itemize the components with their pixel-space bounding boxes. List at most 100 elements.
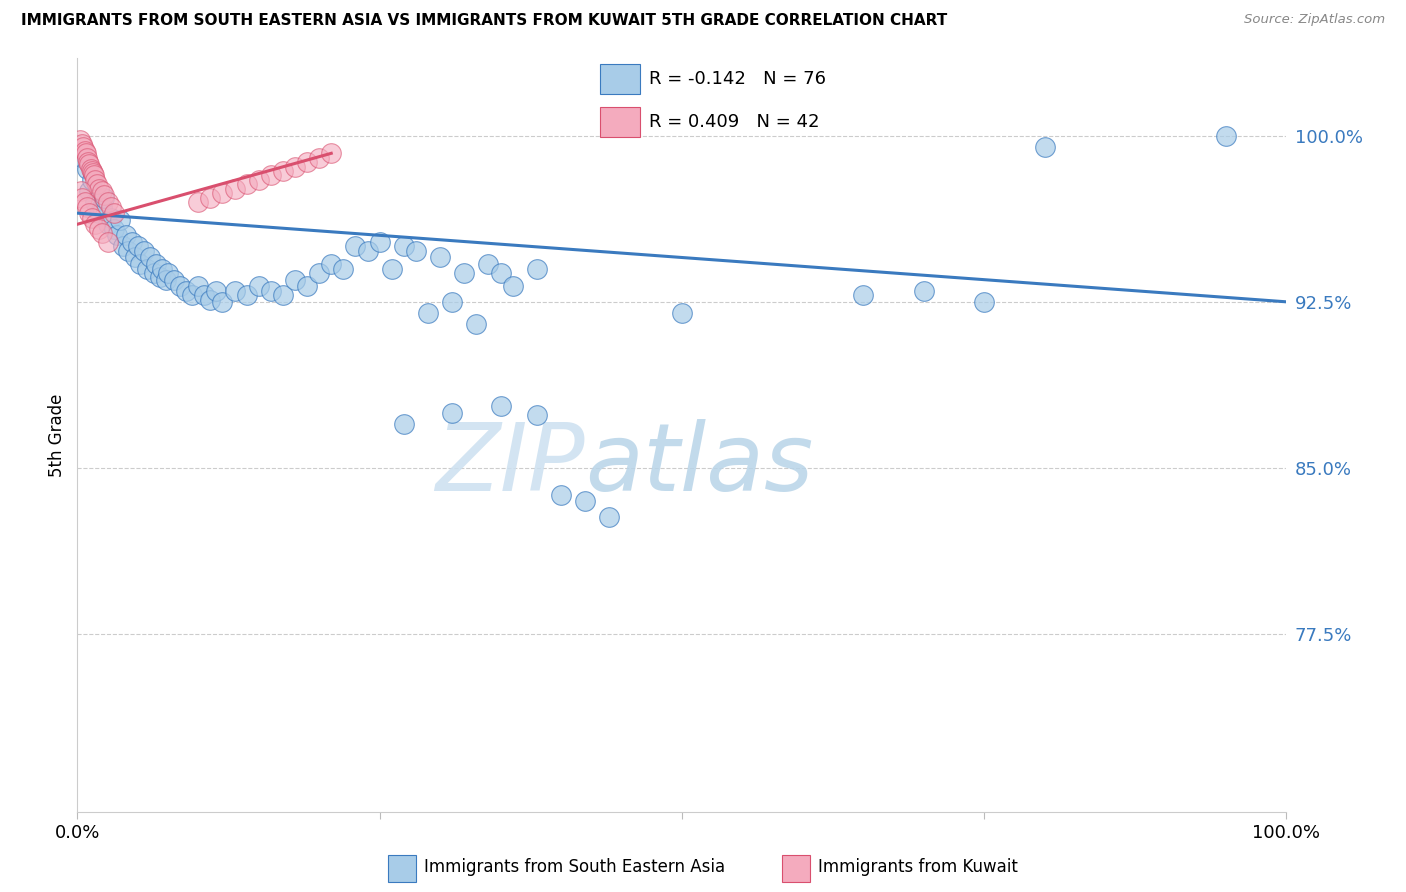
Point	[124, 251, 146, 265]
Point	[284, 160, 307, 174]
Point	[129, 257, 152, 271]
Point	[82, 166, 104, 180]
Point	[224, 284, 246, 298]
Point	[392, 417, 415, 431]
Point	[112, 239, 135, 253]
Point	[142, 266, 165, 280]
Point	[526, 408, 548, 422]
Point	[100, 200, 122, 214]
Point	[1033, 139, 1056, 153]
Point	[136, 261, 159, 276]
Bar	[600, 64, 640, 94]
Point	[1215, 128, 1237, 143]
Point	[453, 266, 475, 280]
Point	[96, 195, 118, 210]
Point	[271, 164, 294, 178]
Point	[502, 279, 524, 293]
Point	[70, 184, 93, 198]
Point	[84, 173, 107, 187]
Point	[235, 178, 257, 192]
Point	[598, 509, 620, 524]
Point	[84, 217, 107, 231]
Point	[76, 200, 98, 214]
Point	[96, 217, 118, 231]
Point	[392, 239, 415, 253]
Text: atlas: atlas	[585, 419, 814, 510]
Point	[73, 195, 96, 210]
Point	[121, 235, 143, 249]
Point	[465, 317, 488, 331]
Point	[235, 288, 257, 302]
Point	[260, 169, 283, 183]
Point	[139, 251, 162, 265]
Point	[477, 257, 499, 271]
Point	[671, 306, 693, 320]
Point	[211, 186, 233, 201]
Point	[169, 279, 191, 293]
Point	[75, 146, 97, 161]
Point	[73, 144, 96, 158]
Point	[163, 273, 186, 287]
Point	[247, 279, 270, 293]
Point	[489, 266, 512, 280]
Point	[93, 191, 115, 205]
Point	[79, 161, 101, 176]
Point	[157, 266, 180, 280]
Text: R = 0.409   N = 42: R = 0.409 N = 42	[650, 113, 820, 131]
Point	[308, 151, 330, 165]
Point	[344, 239, 367, 253]
Point	[211, 294, 233, 309]
Point	[86, 178, 108, 192]
Bar	[782, 855, 810, 881]
Point	[174, 284, 197, 298]
Point	[100, 211, 122, 225]
Point	[103, 221, 125, 235]
Point	[70, 137, 93, 152]
Point	[284, 273, 307, 287]
Point	[224, 182, 246, 196]
Bar	[388, 855, 416, 881]
Point	[181, 288, 204, 302]
Point	[87, 221, 110, 235]
Point	[381, 261, 404, 276]
Point	[271, 288, 294, 302]
Point	[441, 294, 464, 309]
Point	[187, 195, 209, 210]
Point	[574, 494, 596, 508]
Point	[368, 235, 391, 249]
Point	[405, 244, 427, 258]
Point	[308, 266, 330, 280]
Text: IMMIGRANTS FROM SOUTH EASTERN ASIA VS IMMIGRANTS FROM KUWAIT 5TH GRADE CORRELATI: IMMIGRANTS FROM SOUTH EASTERN ASIA VS IM…	[21, 13, 948, 29]
Point	[550, 488, 572, 502]
Point	[200, 293, 222, 307]
Point	[332, 261, 354, 276]
Point	[295, 155, 318, 169]
Text: ZIP: ZIP	[436, 419, 585, 510]
Point	[127, 239, 149, 253]
Point	[80, 211, 103, 225]
Point	[247, 173, 270, 187]
Point	[76, 151, 98, 165]
Text: Immigrants from South Eastern Asia: Immigrants from South Eastern Asia	[425, 858, 725, 877]
Point	[80, 173, 103, 187]
Point	[187, 279, 209, 293]
Point	[912, 284, 935, 298]
Point	[489, 399, 512, 413]
Point	[93, 188, 115, 202]
Point	[295, 279, 318, 293]
Point	[77, 155, 100, 169]
Text: R = -0.142   N = 76: R = -0.142 N = 76	[650, 70, 827, 87]
Point	[205, 284, 228, 298]
Point	[90, 226, 112, 240]
Point	[80, 164, 103, 178]
Point	[103, 206, 125, 220]
Point	[79, 184, 101, 198]
Point	[321, 257, 343, 271]
Point	[260, 284, 283, 298]
Point	[72, 139, 94, 153]
Point	[83, 169, 105, 183]
Point	[150, 261, 173, 276]
Point	[852, 288, 875, 302]
Y-axis label: 5th Grade: 5th Grade	[48, 393, 66, 476]
Point	[96, 235, 118, 249]
